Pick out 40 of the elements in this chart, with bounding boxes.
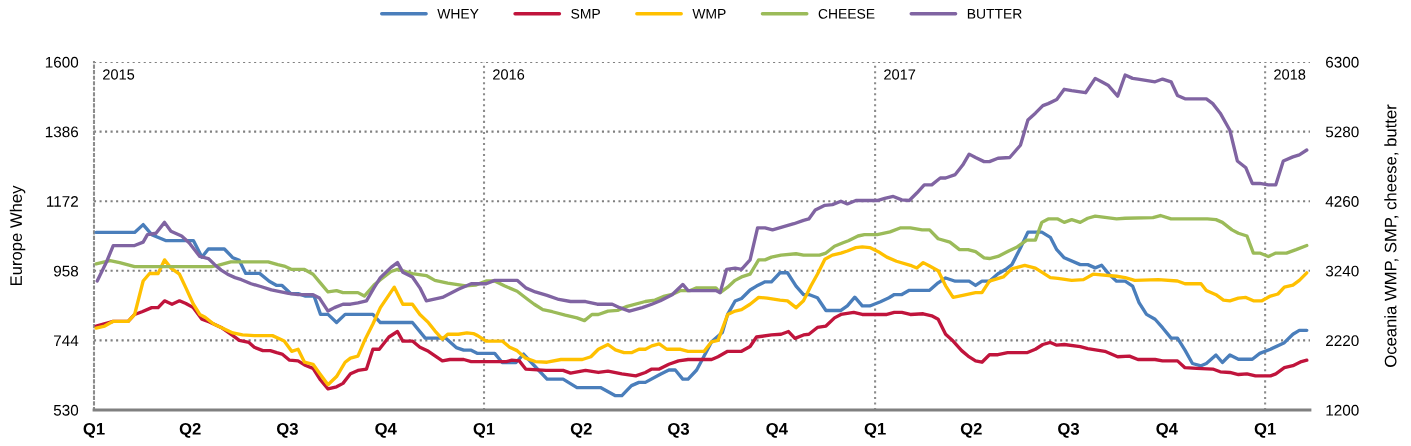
line-series	[94, 222, 1309, 398]
y2-axis-title: Oceania WMP, SMP, cheese, butter	[1384, 104, 1399, 367]
legend-label: BUTTER	[967, 9, 1022, 19]
x-tick-label: Q2	[179, 422, 201, 438]
y-tick-label: 1600	[45, 56, 79, 68]
y-tick-label: 530	[53, 404, 79, 416]
y2-tick-label: 5280	[1325, 126, 1359, 138]
x-tick-label: Q4	[375, 422, 397, 438]
x-tick-label: Q4	[1156, 422, 1178, 438]
x-tick-label: Q3	[1058, 422, 1080, 438]
y2-tick-label: 2220	[1326, 335, 1359, 347]
ref-line-label: 2017	[884, 69, 916, 80]
line-series	[94, 299, 1309, 391]
x-tick-label: Q1	[473, 422, 495, 438]
x-tick-label: Q3	[276, 422, 298, 438]
y-tick-label: 1386	[45, 126, 79, 138]
x-tick-label: Q3	[668, 422, 690, 438]
y2-tick-label: 4260	[1325, 196, 1359, 207]
y-tick-label: 958	[53, 265, 79, 277]
ref-line-label: 2018	[1274, 69, 1306, 80]
x-tick-label: Q1	[83, 422, 105, 438]
x-tick-label: Q2	[960, 422, 982, 438]
x-tick-label: Q1	[1254, 422, 1276, 438]
y2-tick-label: 6300	[1326, 56, 1359, 68]
legend-label: WMP	[692, 9, 726, 19]
y-axis-title: Europe Whey	[9, 185, 26, 286]
line-series	[94, 245, 1309, 387]
ref-line-label: 2016	[493, 69, 525, 80]
x-tick-label: Q4	[766, 422, 788, 438]
x-tick-label: Q2	[570, 422, 592, 438]
y-tick-label: 1172	[47, 196, 78, 207]
x-tick-label: Q1	[864, 422, 886, 438]
legend-label: WHEY	[437, 9, 479, 19]
y2-tick-label: 3240	[1325, 265, 1359, 277]
y2-tick-label: 1200	[1326, 404, 1359, 416]
annotation: 2015	[103, 69, 135, 80]
y-tick-label: 744	[54, 335, 79, 346]
legend-label: SMP	[571, 8, 600, 19]
legend-label: CHEESE	[818, 8, 875, 19]
line-series	[94, 213, 1309, 323]
